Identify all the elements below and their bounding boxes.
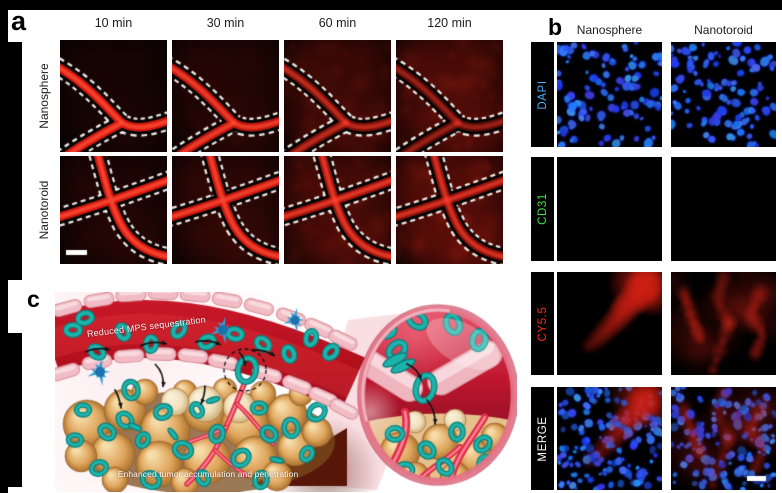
left-black-bar [0,0,8,493]
micrograph-dapi-nanotoroid [671,42,776,147]
stain-label-block-cd31 [531,157,554,261]
micrograph-nanotoroid-10min [60,156,167,264]
stain-label-block-cy55 [531,272,554,375]
micrograph-merge-nanotoroid [671,387,776,490]
top-black-bar [0,0,782,10]
micrograph-cy55-nanotoroid [671,272,776,375]
b-header-nanotoroid: Nanotoroid [694,23,753,37]
caption-tumor-accumulation: Enhanced tumor accumulation and penetrat… [117,469,299,479]
panel-a-label: a [8,11,36,42]
left-black-bar-upper [8,42,22,280]
micrograph-nanotoroid-120min [396,156,503,264]
micrograph-dapi-nanosphere [557,42,662,147]
b-header-nanosphere: Nanosphere [576,23,643,37]
micrograph-nanotoroid-30min [172,156,279,264]
timepoint-header-30min: 30 min [206,16,245,30]
stain-label-block-dapi [531,42,554,147]
stain-label-dapi: DAPI [536,79,549,110]
panel-c-label: c [27,286,40,312]
stain-label-block-merge [531,387,554,490]
row-label-nanosphere: Nanosphere [37,63,51,129]
timepoint-header-120min: 120 min [427,16,472,30]
stain-label-cy55: CY5.5 [536,306,549,341]
panel-b-label: b [548,14,563,40]
micrograph-merge-nanosphere [557,387,662,490]
micrograph-nanosphere-120min [396,40,503,152]
micrograph-cy55-nanosphere [557,272,662,375]
micrograph-nanosphere-30min [172,40,279,152]
schematic-illustration [55,292,517,492]
micrograph-cd31-nanotoroid [671,157,776,261]
micrograph-nanotoroid-60min [284,156,391,264]
row-label-nanotoroid: Nanotoroid [37,180,51,240]
timepoint-header-10min: 10 min [94,16,133,30]
left-black-bar-lower [8,333,22,487]
timepoint-header-60min: 60 min [318,16,357,30]
micrograph-cd31-nanosphere [557,157,662,261]
micrograph-nanosphere-60min [284,40,391,152]
stain-label-cd31: CD31 [536,193,549,225]
micrograph-nanosphere-10min [60,40,167,152]
stain-label-merge: MERGE [536,415,549,462]
